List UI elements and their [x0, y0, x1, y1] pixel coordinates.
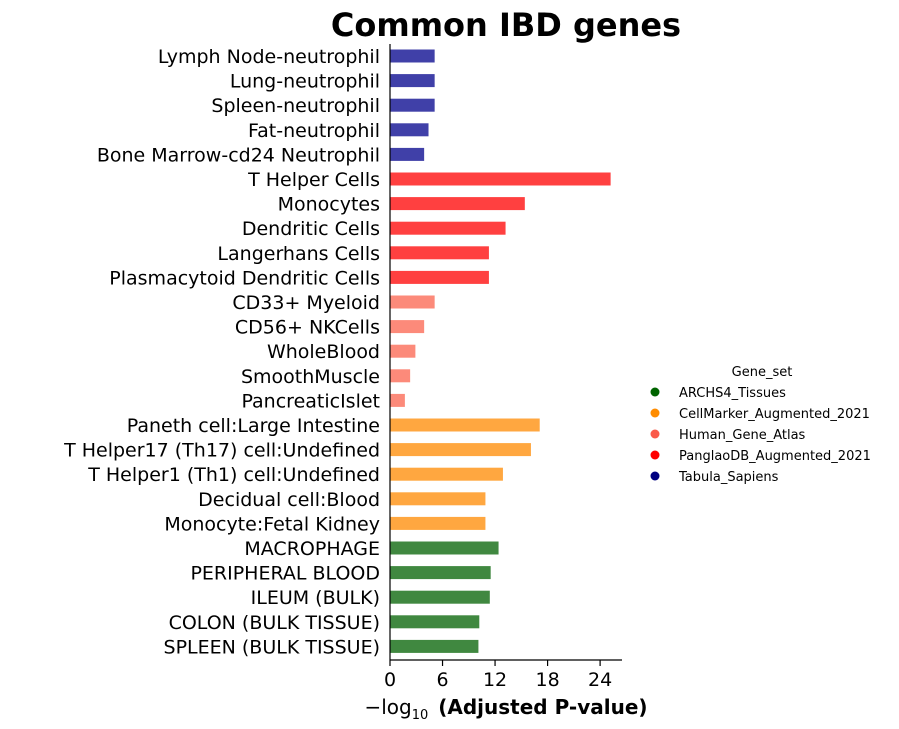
legend-marker	[650, 408, 660, 418]
category-label: SPLEEN (BULK TISSUE)	[164, 636, 380, 658]
bar	[390, 320, 425, 334]
bar	[390, 98, 435, 112]
bar	[390, 541, 499, 555]
x-axis-label-subscript: 10	[412, 708, 429, 723]
category-label: PancreaticIslet	[241, 390, 380, 412]
category-label: CD56+ NKCells	[235, 317, 380, 339]
legend-marker	[650, 429, 660, 439]
legend-marker	[650, 450, 660, 460]
category-label: ILEUM (BULK)	[251, 587, 380, 609]
bar	[390, 147, 425, 161]
bar	[390, 246, 489, 260]
x-axis-label: −log10 (Adjusted P-value)	[364, 695, 647, 723]
bar	[390, 74, 435, 88]
legend-label: CellMarker_Augmented_2021	[679, 407, 870, 422]
bar	[390, 123, 429, 137]
bar	[390, 590, 490, 604]
category-label: Monocyte:Fetal Kidney	[164, 513, 380, 535]
x-axis-label-main: (Adjusted P-value)	[438, 695, 647, 719]
category-labels: Lymph Node-neutrophil Lung-neutrophilSple…	[63, 46, 380, 658]
legend-items: ARCHS4_Tissues CellMarker_Augmented_2021 H…	[650, 386, 871, 485]
legend: Gene_set ARCHS4_Tissues CellMarker_Augmen…	[650, 365, 871, 485]
bar	[390, 270, 489, 284]
legend-label: Human_Gene_Atlas	[679, 428, 806, 443]
category-label: Lymph Node-neutrophil	[158, 46, 380, 68]
category-label: Spleen-neutrophil	[211, 95, 380, 117]
category-label: Lung-neutrophil	[230, 71, 380, 93]
category-label: T Helper17 (Th17) cell:Undefined	[63, 440, 380, 462]
bar	[390, 344, 416, 358]
category-label: MACROPHAGE	[244, 538, 380, 560]
legend-marker	[650, 387, 660, 397]
x-axis-label-prefix: −log	[364, 695, 411, 719]
legend-label: ARCHS4_Tissues	[679, 386, 786, 401]
category-label: Dendritic Cells	[242, 218, 380, 240]
category-label: Fat-neutrophil	[248, 120, 380, 142]
chart-title: Common IBD genes	[331, 6, 681, 44]
category-label: Monocytes	[278, 194, 380, 216]
category-label: SmoothMuscle	[241, 366, 380, 388]
x-tick-label: 0	[384, 669, 396, 691]
x-tick-label: 24	[588, 669, 612, 691]
category-label: T Helper1 (Th1) cell:Undefined	[87, 464, 380, 486]
category-label: Langerhans Cells	[217, 243, 380, 265]
category-label: Plasmacytoid Dendritic Cells	[109, 267, 380, 289]
x-tick-label: 6	[436, 669, 448, 691]
bar	[390, 172, 611, 186]
category-label: Decidual cell:Blood	[198, 489, 380, 511]
legend-label: Tabula_Sapiens	[678, 470, 779, 485]
legend-title: Gene_set	[732, 365, 793, 380]
bar	[390, 418, 540, 432]
bars-group	[390, 49, 611, 653]
x-tick-label: 12	[483, 669, 507, 691]
bar	[390, 615, 480, 629]
bar	[390, 221, 506, 235]
legend-marker	[650, 471, 660, 481]
category-label: PERIPHERAL BLOOD	[190, 563, 380, 585]
bar	[390, 639, 479, 653]
category-label: T Helper Cells	[247, 169, 380, 191]
bar	[390, 49, 435, 63]
category-label: WholeBlood	[267, 341, 380, 363]
category-label: Bone Marrow-cd24 Neutrophil	[97, 144, 380, 166]
category-label: Paneth cell:Large Intestine	[127, 415, 380, 437]
bar	[390, 566, 491, 580]
category-label: COLON (BULK TISSUE)	[169, 612, 380, 634]
category-label: CD33+ Myeloid	[232, 292, 380, 314]
bar	[390, 492, 486, 506]
bar	[390, 393, 405, 407]
bar	[390, 443, 531, 457]
bar	[390, 467, 503, 481]
bar	[390, 295, 435, 309]
x-ticks: 0 6 12 18 24	[384, 660, 612, 691]
x-tick-label: 18	[535, 669, 559, 691]
legend-label: PanglaoDB_Augmented_2021	[679, 449, 871, 464]
bar	[390, 197, 525, 211]
bar	[390, 369, 411, 383]
bar	[390, 516, 486, 530]
